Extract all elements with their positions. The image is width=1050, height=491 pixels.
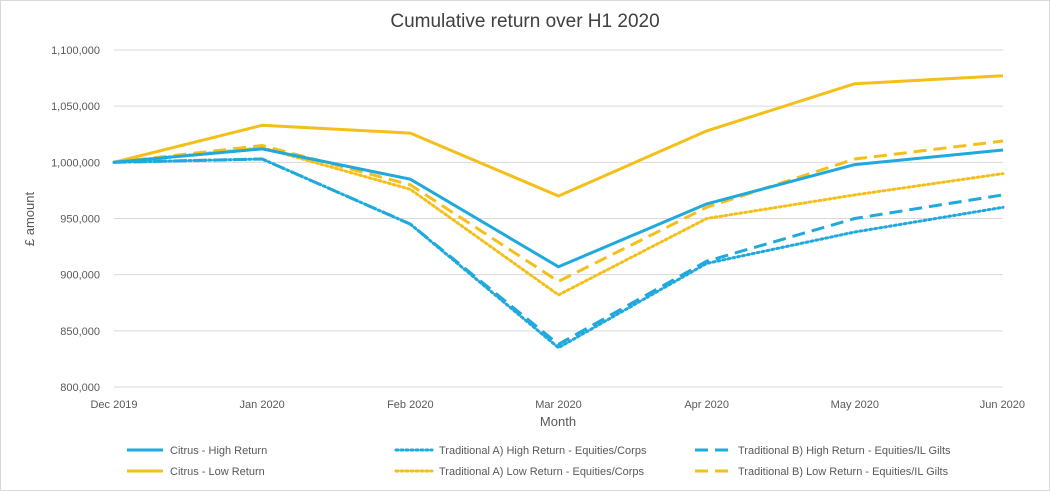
x-tick-label: Jun 2020 — [980, 399, 1025, 411]
legend-label: Traditional A) High Return - Equities/Co… — [439, 445, 647, 457]
y-tick-label: 1,000,000 — [51, 157, 100, 169]
y-axis-ticks: 800,000 850,000 900,000 950,000 1,000,000 1,0… — [51, 45, 100, 394]
series-line-traditional-b-low-return-equities-il-gilts — [113, 139, 1004, 283]
y-tick-label: 800,000 — [60, 382, 100, 394]
x-tick-label: Jan 2020 — [240, 399, 285, 411]
x-tick-label: Dec 2019 — [90, 399, 137, 411]
legend: Citrus - High Return Traditional A) High … — [127, 445, 951, 478]
series-line-traditional-b-high-return-equities-il-gilts — [113, 157, 1004, 346]
y-tick-label: 950,000 — [60, 214, 100, 226]
series-line-traditional-a-high-return-equities-corps — [112, 157, 1005, 350]
y-tick-label: 900,000 — [60, 270, 100, 282]
series-lines — [112, 74, 1005, 350]
x-tick-label: Mar 2020 — [535, 399, 581, 411]
legend-label: Citrus - High Return — [170, 445, 267, 457]
chart-title: Cumulative return over H1 2020 — [390, 11, 660, 32]
x-tick-label: May 2020 — [831, 399, 879, 411]
x-axis-label: Month — [540, 414, 576, 429]
legend-label: Traditional B) Low Return - Equities/IL … — [738, 466, 949, 478]
x-tick-label: Feb 2020 — [387, 399, 433, 411]
x-axis-ticks: Dec 2019 Jan 2020 Feb 2020 Mar 2020 Apr 2020… — [90, 399, 1025, 411]
y-tick-label: 850,000 — [60, 326, 100, 338]
x-tick-label: Apr 2020 — [684, 399, 729, 411]
series-line-citrus-high-return — [113, 147, 1004, 269]
legend-label: Traditional B) High Return - Equities/IL… — [738, 445, 951, 457]
legend-label: Citrus - Low Return — [170, 466, 265, 478]
series-line-citrus-low-return — [113, 74, 1004, 198]
legend-label: Traditional A) Low Return - Equities/Cor… — [439, 466, 645, 478]
y-tick-label: 1,100,000 — [51, 45, 100, 57]
y-axis-label: £ amount — [22, 192, 37, 247]
y-tick-label: 1,050,000 — [51, 101, 100, 113]
gridlines — [114, 49, 1003, 388]
series-line-traditional-a-low-return-equities-corps — [112, 146, 1005, 297]
